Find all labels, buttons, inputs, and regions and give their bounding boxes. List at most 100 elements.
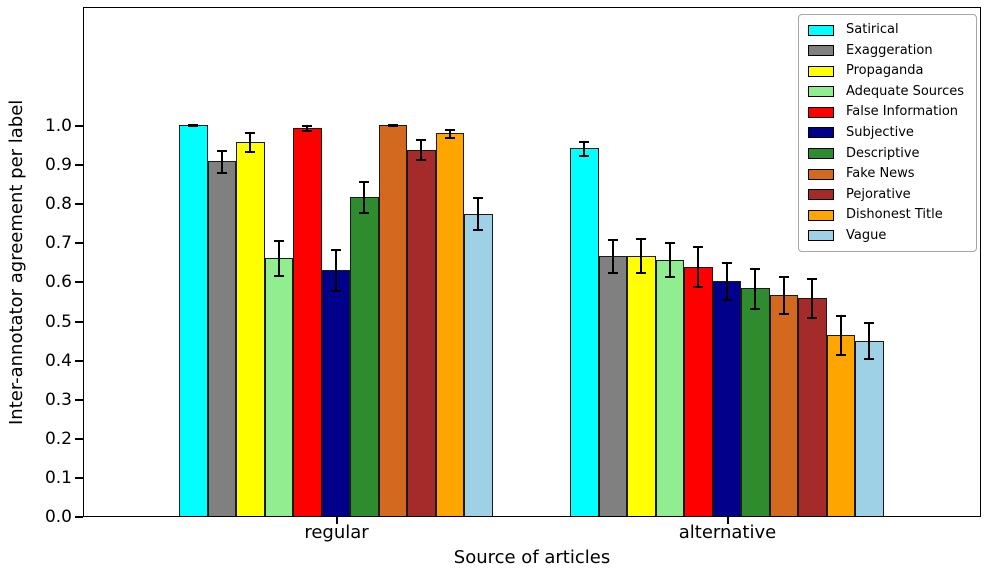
error-bar-line bbox=[668, 241, 671, 279]
error-bar-cap-top bbox=[302, 125, 313, 127]
error-bar-propaganda-regular bbox=[245, 132, 256, 154]
error-bar-line bbox=[334, 249, 337, 293]
error-bar-cap-top bbox=[245, 132, 256, 135]
legend-swatch-satirical bbox=[808, 24, 834, 36]
error-bar-cap-top bbox=[330, 249, 341, 252]
legend-item-descriptive: Descriptive bbox=[808, 144, 968, 164]
error-bar-cap-top bbox=[636, 238, 647, 241]
error-bar-cap-bottom bbox=[302, 130, 313, 133]
bar-propaganda-regular bbox=[236, 142, 265, 516]
error-bar-exaggeration-alternative bbox=[607, 239, 618, 274]
error-bar-cap-top bbox=[721, 262, 732, 265]
bar-descriptive-alternative bbox=[741, 288, 770, 516]
error-bar-cap-bottom bbox=[473, 228, 484, 231]
legend-label: Descriptive bbox=[846, 145, 920, 161]
y-tick-label: 0.8 bbox=[44, 194, 72, 215]
error-bar-cap-bottom bbox=[835, 354, 846, 357]
error-bar-cap-bottom bbox=[273, 275, 284, 278]
bar-exaggeration-alternative bbox=[598, 256, 628, 516]
bar-adequate-sources-regular bbox=[264, 258, 294, 516]
error-bar-subjective-alternative bbox=[721, 262, 732, 301]
error-bar-cap-bottom bbox=[188, 124, 199, 127]
bar-fake-news-alternative bbox=[769, 295, 799, 516]
y-tick-mark bbox=[75, 359, 83, 362]
error-bar-descriptive-alternative bbox=[750, 268, 761, 310]
legend-label: Propaganda bbox=[846, 63, 924, 79]
y-tick-mark bbox=[75, 281, 83, 284]
y-tick-mark bbox=[75, 437, 83, 440]
y-tick-label: 0.3 bbox=[44, 389, 72, 410]
error-bar-cap-top bbox=[273, 239, 284, 242]
error-bar-cap-bottom bbox=[721, 298, 732, 301]
error-bar-line bbox=[448, 128, 451, 139]
y-tick-mark bbox=[75, 242, 83, 245]
error-bar-cap-bottom bbox=[664, 276, 675, 279]
error-bar-line bbox=[583, 140, 586, 158]
error-bar-cap-bottom bbox=[807, 316, 818, 319]
legend-swatch-descriptive bbox=[808, 148, 834, 160]
y-tick-mark bbox=[75, 516, 83, 518]
error-bar-cap-top bbox=[664, 241, 675, 244]
bar-pejorative-regular bbox=[407, 150, 436, 516]
error-bar-cap-bottom bbox=[636, 272, 647, 275]
x-category-label-regular: regular bbox=[304, 522, 369, 543]
error-bar-adequate-sources-regular bbox=[273, 239, 284, 278]
y-tick-mark bbox=[75, 398, 83, 401]
legend-item-satirical: Satirical bbox=[808, 20, 968, 40]
legend-swatch-vague bbox=[808, 230, 834, 242]
bar-vague-regular bbox=[464, 213, 493, 516]
y-tick-mark bbox=[75, 476, 83, 479]
x-tick-mark bbox=[335, 517, 338, 524]
bar-dishonest-title-regular bbox=[435, 133, 465, 516]
bar-false-information-regular bbox=[293, 128, 322, 516]
error-bar-dishonest-title-regular bbox=[444, 128, 455, 139]
error-bar-cap-bottom bbox=[245, 151, 256, 154]
legend-label: Pejorative bbox=[846, 186, 911, 202]
error-bar-cap-top bbox=[444, 128, 455, 131]
bar-subjective-regular bbox=[321, 270, 351, 516]
error-bar-pejorative-regular bbox=[416, 139, 427, 162]
error-bar-cap-top bbox=[359, 181, 370, 184]
legend-label: Exaggeration bbox=[846, 42, 933, 58]
y-tick-label: 0.5 bbox=[44, 311, 72, 332]
error-bar-cap-bottom bbox=[416, 159, 427, 162]
error-bar-line bbox=[868, 322, 871, 361]
bar-subjective-alternative bbox=[712, 281, 742, 516]
error-bar-false-information-alternative bbox=[693, 246, 704, 288]
error-bar-line bbox=[220, 149, 223, 174]
error-bar-line bbox=[363, 181, 366, 215]
error-bar-cap-bottom bbox=[778, 312, 789, 315]
error-bar-line bbox=[249, 132, 252, 154]
error-bar-vague-regular bbox=[473, 197, 484, 231]
bar-descriptive-regular bbox=[350, 197, 379, 516]
error-bar-cap-top bbox=[778, 276, 789, 279]
error-bar-propaganda-alternative bbox=[636, 238, 647, 275]
error-bar-dishonest-title-alternative bbox=[835, 315, 846, 357]
bar-exaggeration-regular bbox=[207, 161, 237, 516]
bar-propaganda-alternative bbox=[627, 256, 656, 516]
x-axis-label: Source of articles bbox=[453, 547, 611, 568]
error-bar-cap-bottom bbox=[693, 285, 704, 288]
legend-swatch-propaganda bbox=[808, 65, 834, 77]
error-bar-cap-bottom bbox=[864, 358, 875, 361]
legend-swatch-fake-news bbox=[808, 168, 834, 180]
y-tick-label: 0.6 bbox=[44, 272, 72, 293]
bar-vague-alternative bbox=[855, 340, 884, 516]
error-bar-cap-top bbox=[693, 246, 704, 249]
legend-item-vague: Vague bbox=[808, 226, 968, 246]
legend-label: Fake News bbox=[846, 166, 915, 182]
bar-dishonest-title-alternative bbox=[826, 335, 856, 516]
error-bar-satirical-alternative bbox=[579, 140, 590, 158]
error-bar-line bbox=[811, 277, 814, 319]
legend-label: Vague bbox=[846, 227, 887, 243]
error-bar-cap-top bbox=[473, 197, 484, 200]
error-bar-cap-top bbox=[607, 239, 618, 242]
error-bar-cap-bottom bbox=[579, 155, 590, 158]
legend-item-subjective: Subjective bbox=[808, 123, 968, 143]
error-bar-line bbox=[477, 197, 480, 231]
error-bar-false-information-regular bbox=[302, 125, 313, 133]
error-bar-adequate-sources-alternative bbox=[664, 241, 675, 279]
error-bar-cap-bottom bbox=[607, 271, 618, 274]
error-bar-exaggeration-regular bbox=[216, 149, 227, 174]
error-bar-cap-bottom bbox=[750, 307, 761, 310]
